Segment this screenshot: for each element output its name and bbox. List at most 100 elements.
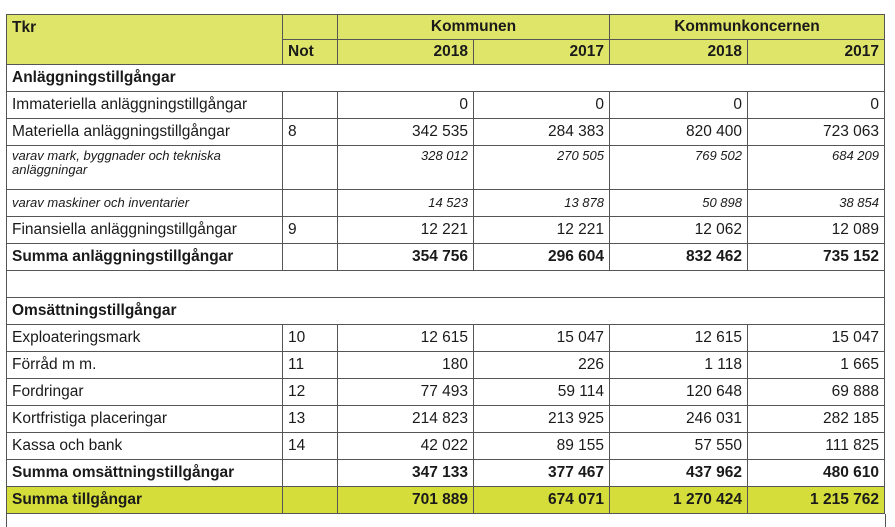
cell-value: 0 <box>473 91 610 119</box>
table-row: Immateriella anläggningstillgångar 0 0 0… <box>6 91 885 119</box>
cell-value: 59 114 <box>473 378 610 406</box>
cell-value: 480 610 <box>747 459 885 487</box>
row-note <box>282 189 338 217</box>
cell-value: 69 888 <box>747 378 885 406</box>
cell-value: 820 400 <box>609 118 748 146</box>
cell-value: 111 825 <box>747 432 885 460</box>
cell-value: 328 012 <box>337 145 474 190</box>
cell-value: 723 063 <box>747 118 885 146</box>
row-label: Exploateringsmark <box>6 324 283 352</box>
blank-cell <box>6 270 885 298</box>
sum-row: Summa omsättningstillgångar 347 133 377 … <box>6 459 885 487</box>
not-header: Not <box>282 39 338 65</box>
table-row-sub: varav mark, byggnader och tekniska anläg… <box>6 145 885 190</box>
cell-value: 12 089 <box>747 216 885 244</box>
cell-value: 296 604 <box>473 243 610 271</box>
table-row: Fordringar 12 77 493 59 114 120 648 69 8… <box>6 378 885 406</box>
row-note <box>282 91 338 119</box>
row-note: 9 <box>282 216 338 244</box>
cell-value: 1 270 424 <box>609 486 748 514</box>
cell-value: 735 152 <box>747 243 885 271</box>
section-row: Omsättningstillgångar <box>6 297 885 325</box>
tkr-header: Tkr <box>6 14 283 40</box>
section-row: Anläggningstillgångar <box>6 64 885 92</box>
year-header: 2017 <box>747 39 885 65</box>
row-label: Kortfristiga placeringar <box>6 405 283 433</box>
cell-value: 120 648 <box>609 378 748 406</box>
cell-value: 12 062 <box>609 216 748 244</box>
cell-value: 12 221 <box>337 216 474 244</box>
row-label: Kassa och bank <box>6 432 283 460</box>
row-note <box>282 459 338 487</box>
cell-value: 832 462 <box>609 243 748 271</box>
cell-value: 57 550 <box>609 432 748 460</box>
cell-value: 1 118 <box>609 351 748 379</box>
row-note: 14 <box>282 432 338 460</box>
section-title-anlaggning: Anläggningstillgångar <box>6 64 885 92</box>
blank-row <box>6 270 885 298</box>
cell-value: 0 <box>609 91 748 119</box>
table-row: Förråd m m. 11 180 226 1 118 1 665 <box>6 351 885 379</box>
cell-value: 77 493 <box>337 378 474 406</box>
row-note: 12 <box>282 378 338 406</box>
cell-value: 89 155 <box>473 432 610 460</box>
cell-value: 684 209 <box>747 145 885 190</box>
section-title-omsattning: Omsättningstillgångar <box>6 297 885 325</box>
row-label: Immateriella anläggningstillgångar <box>6 91 283 119</box>
row-note: 10 <box>282 324 338 352</box>
cell-value: 214 823 <box>337 405 474 433</box>
cell-value: 769 502 <box>609 145 748 190</box>
table-row: Kassa och bank 14 42 022 89 155 57 550 1… <box>6 432 885 460</box>
not-header-spacer <box>282 14 338 40</box>
cell-value: 15 047 <box>747 324 885 352</box>
total-row: Summa tillgångar 701 889 674 071 1 270 4… <box>6 486 885 514</box>
cell-value: 284 383 <box>473 118 610 146</box>
table-bottom-edge <box>6 514 886 527</box>
cell-value: 437 962 <box>609 459 748 487</box>
cell-value: 180 <box>337 351 474 379</box>
row-label: Materiella anläggningstillgångar <box>6 118 283 146</box>
cell-value: 270 505 <box>473 145 610 190</box>
row-label: Summa tillgångar <box>6 486 283 514</box>
row-note: 13 <box>282 405 338 433</box>
cell-value: 354 756 <box>337 243 474 271</box>
table-row: Finansiella anläggningstillgångar 9 12 2… <box>6 216 885 244</box>
row-label: Summa omsättningstillgångar <box>6 459 283 487</box>
cell-value: 246 031 <box>609 405 748 433</box>
cell-value: 0 <box>747 91 885 119</box>
row-note <box>282 145 338 190</box>
year-header: 2018 <box>337 39 474 65</box>
cell-value: 701 889 <box>337 486 474 514</box>
row-label: Fordringar <box>6 378 283 406</box>
table-row-sub: varav maskiner och inventarier 14 523 13… <box>6 189 885 217</box>
tkr-header-spacer <box>6 39 283 65</box>
cell-value: 342 535 <box>337 118 474 146</box>
row-label: varav mark, byggnader och tekniska anläg… <box>6 145 283 190</box>
cell-value: 14 523 <box>337 189 474 217</box>
row-label: varav maskiner och inventarier <box>6 189 283 217</box>
balance-sheet-table: Tkr Kommunen Kommunkoncernen Not 2018 20… <box>6 14 885 514</box>
row-note: 8 <box>282 118 338 146</box>
cell-value: 50 898 <box>609 189 748 217</box>
cell-value: 377 467 <box>473 459 610 487</box>
koncern-group-header: Kommunkoncernen <box>609 14 885 40</box>
cell-value: 12 221 <box>473 216 610 244</box>
sum-row: Summa anläggningstillgångar 354 756 296 … <box>6 243 885 271</box>
cell-value: 12 615 <box>609 324 748 352</box>
year-header: 2017 <box>473 39 610 65</box>
cell-value: 13 878 <box>473 189 610 217</box>
cell-value: 42 022 <box>337 432 474 460</box>
cell-value: 38 854 <box>747 189 885 217</box>
cell-value: 12 615 <box>337 324 474 352</box>
table-row: Materiella anläggningstillgångar 8 342 5… <box>6 118 885 146</box>
year-header: 2018 <box>609 39 748 65</box>
cell-value: 347 133 <box>337 459 474 487</box>
cell-value: 15 047 <box>473 324 610 352</box>
row-label: Förråd m m. <box>6 351 283 379</box>
row-label: Finansiella anläggningstillgångar <box>6 216 283 244</box>
kommunen-group-header: Kommunen <box>337 14 610 40</box>
row-note <box>282 486 338 514</box>
cell-value: 1 215 762 <box>747 486 885 514</box>
cell-value: 1 665 <box>747 351 885 379</box>
table-row: Kortfristiga placeringar 13 214 823 213 … <box>6 405 885 433</box>
